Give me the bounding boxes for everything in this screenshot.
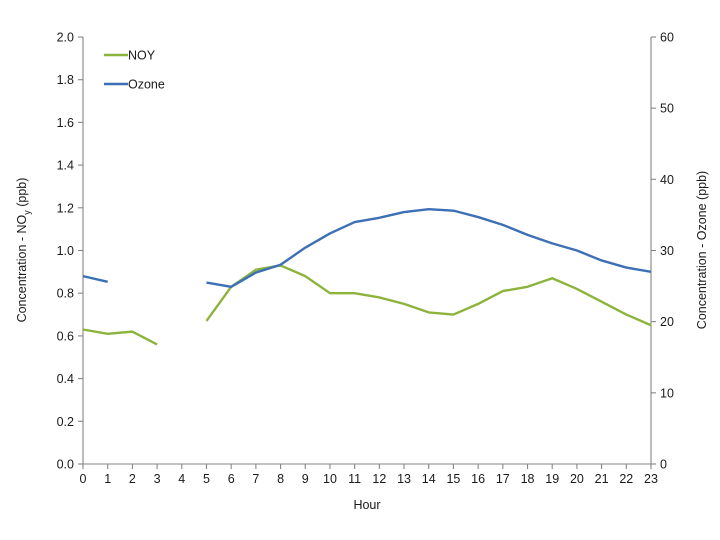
x-tick-label: 19 <box>545 472 559 486</box>
left-tick-label: 1.2 <box>57 201 74 215</box>
right-tick-label: 50 <box>660 102 674 116</box>
left-axis-title-tail: (ppb) <box>15 178 29 211</box>
left-tick-label: 2.0 <box>57 31 74 45</box>
x-axis-title: Hour <box>353 498 380 512</box>
x-tick-label: 5 <box>203 472 210 486</box>
x-tick-label: 20 <box>570 472 584 486</box>
left-tick-label: 1.4 <box>57 159 74 173</box>
x-tick-label: 3 <box>154 472 161 486</box>
right-tick-label: 60 <box>660 31 674 45</box>
left-axis-title: Concentration - NOy (ppb) <box>15 178 32 323</box>
left-tick-label: 1.8 <box>57 73 74 87</box>
x-axis-ticks: 0 1 2 3 4 5 6 7 8 9 10 11 12 13 14 15 16 17 18 19 20 21 22 23 <box>80 464 658 486</box>
x-tick-label: 23 <box>644 472 658 486</box>
x-tick-label: 15 <box>446 472 460 486</box>
left-tick-label: 0.0 <box>57 458 74 472</box>
series-line-ozone <box>82 274 108 283</box>
x-tick-label: 8 <box>277 472 284 486</box>
series-line-ozone <box>206 208 652 288</box>
x-tick-label: 2 <box>129 472 136 486</box>
left-tick-label: 1.6 <box>57 116 74 130</box>
right-tick-label: 0 <box>660 458 667 472</box>
x-tick-label: 0 <box>80 472 87 486</box>
left-axis-title-subscript: y <box>22 210 32 215</box>
x-tick-label: 6 <box>228 472 235 486</box>
x-tick-label: 9 <box>302 472 309 486</box>
left-tick-label: 0.4 <box>57 372 74 386</box>
right-axis-title-text: Concentration - Ozone (ppb) <box>695 171 709 329</box>
right-tick-label: 20 <box>660 315 674 329</box>
x-tick-label: 16 <box>471 472 485 486</box>
x-tick-label: 13 <box>397 472 411 486</box>
right-tick-label: 40 <box>660 173 674 187</box>
svg-text:Concentration - NOy (ppb): Concentration - NOy (ppb) <box>15 178 32 323</box>
left-tick-label: 0.2 <box>57 415 74 429</box>
chart-legend: NOY Ozone <box>104 48 165 91</box>
right-axis-ticks: 0 10 20 30 40 50 60 <box>651 31 674 472</box>
x-tick-label: 4 <box>178 472 185 486</box>
legend-label-noy: NOY <box>128 48 156 62</box>
x-tick-label: 18 <box>521 472 535 486</box>
right-tick-label: 10 <box>660 386 674 400</box>
x-tick-label: 12 <box>372 472 386 486</box>
right-axis-title: Concentration - Ozone (ppb) <box>695 171 709 329</box>
x-tick-label: 10 <box>323 472 337 486</box>
x-tick-label: 21 <box>595 472 609 486</box>
left-axis-ticks: 0.0 0.2 0.4 0.6 0.8 1.0 1.2 1.4 1.6 1.8 2.0 <box>57 31 83 472</box>
x-tick-label: 22 <box>619 472 633 486</box>
x-tick-label: 7 <box>252 472 259 486</box>
right-tick-label: 30 <box>660 244 674 258</box>
left-tick-label: 0.8 <box>57 287 74 301</box>
x-tick-label: 14 <box>422 472 436 486</box>
left-tick-label: 1.0 <box>57 244 74 258</box>
left-tick-label: 0.6 <box>57 329 74 343</box>
left-axis-title-main: Concentration - NO <box>15 214 29 322</box>
series-line-noy <box>82 328 158 346</box>
legend-label-ozone: Ozone <box>128 77 165 91</box>
x-tick-label: 11 <box>348 472 361 486</box>
data-series-group <box>82 208 652 346</box>
x-tick-label: 1 <box>104 472 111 486</box>
x-tick-label: 17 <box>496 472 510 486</box>
